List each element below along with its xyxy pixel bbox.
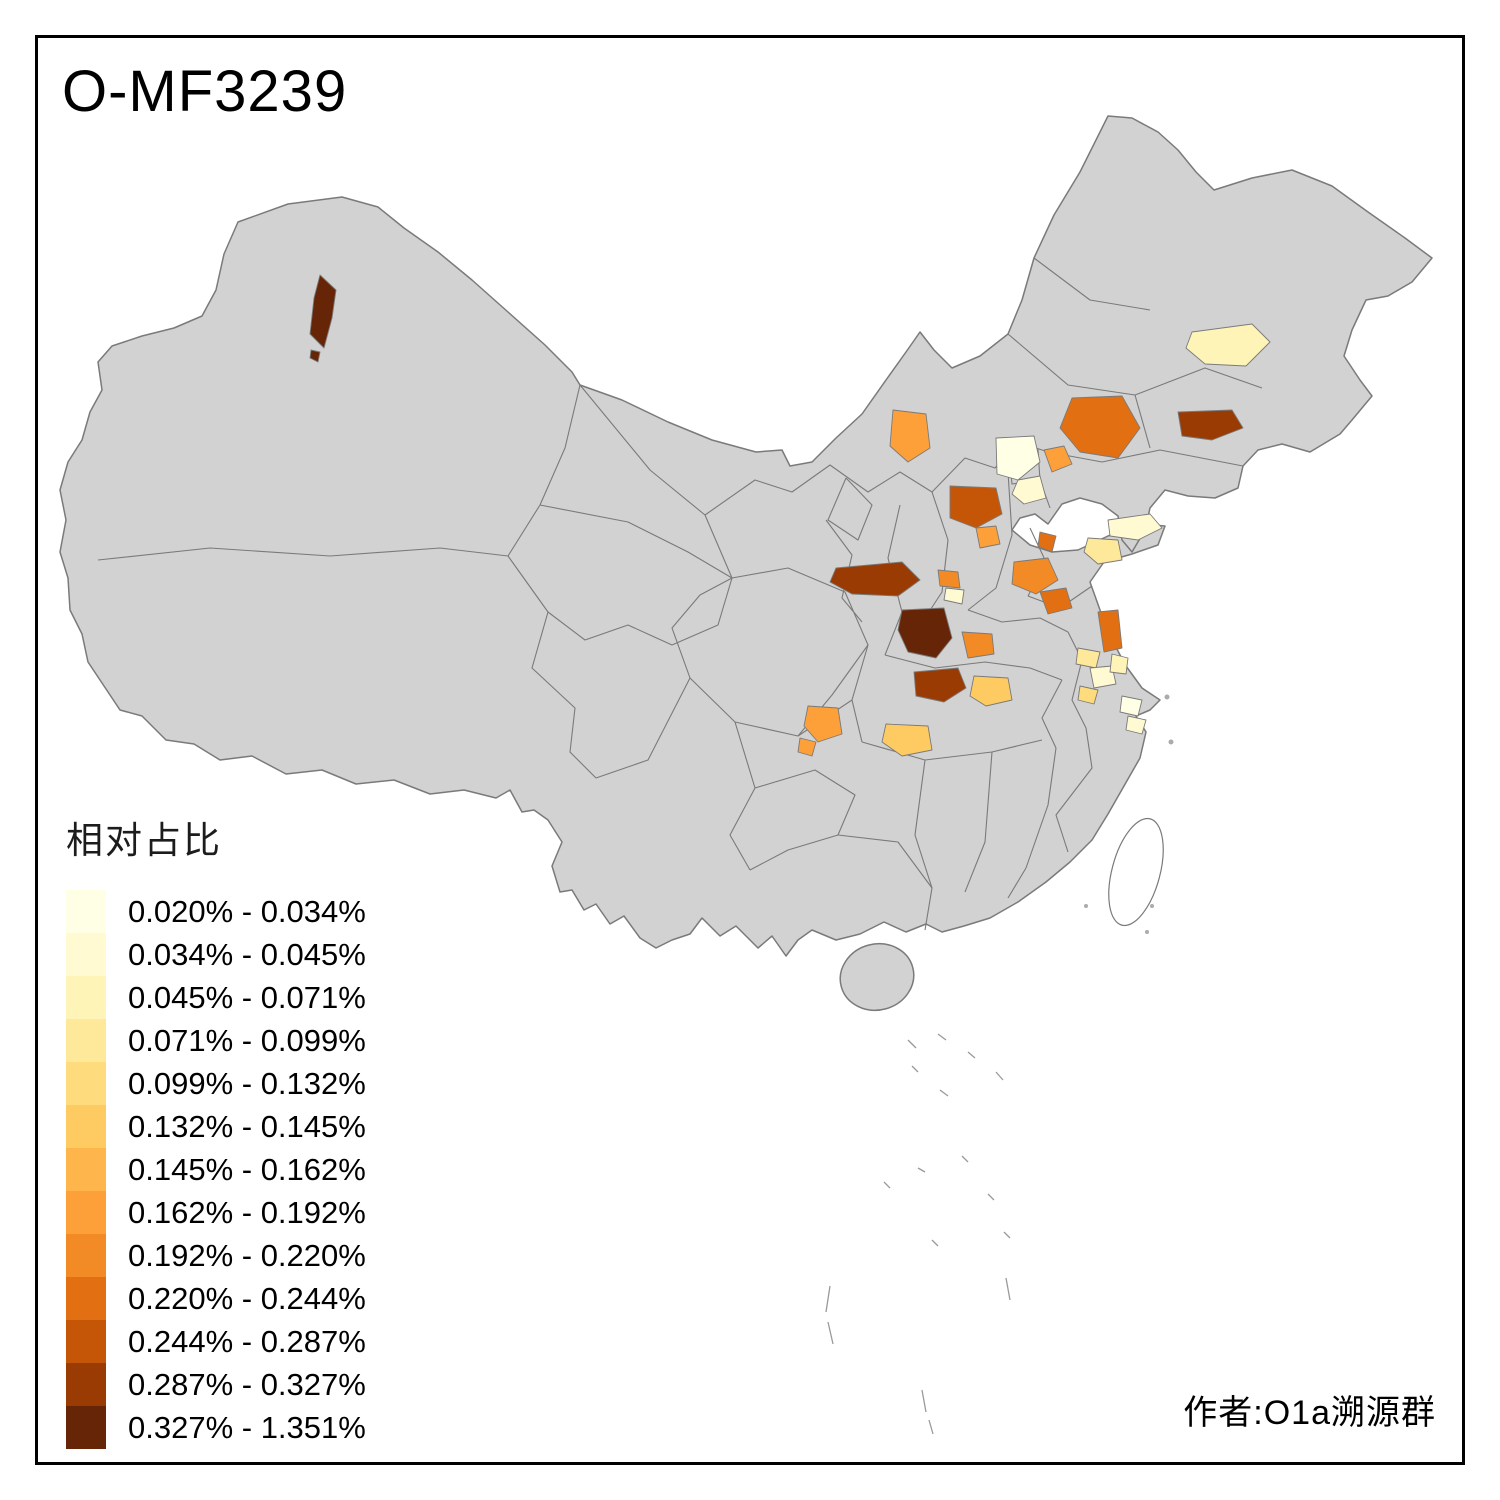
map-region-shanghai-north: [1119, 695, 1143, 717]
legend-swatch: [66, 1191, 106, 1234]
map-region-hebei-northeast: [1043, 445, 1073, 473]
map-region-shanxi-valley: [943, 587, 965, 605]
map-region-shandong-central: [1083, 537, 1123, 565]
legend-row: 0.045% - 0.071%: [66, 976, 366, 1019]
legend-swatch: [66, 890, 106, 933]
legend-row: 0.132% - 0.145%: [66, 1105, 366, 1148]
legend-entries: 0.020% - 0.034% 0.034% - 0.045% 0.045% - 0…: [66, 890, 366, 1449]
map-title: O-MF3239: [62, 59, 348, 124]
map-region-anhui-north: [1077, 685, 1099, 705]
map-region-chongqing-south: [797, 737, 817, 757]
legend-swatch: [66, 1363, 106, 1406]
legend-row: 0.071% - 0.099%: [66, 1019, 366, 1062]
highlight-regions: [309, 274, 1271, 757]
legend-row: 0.220% - 0.244%: [66, 1277, 366, 1320]
map-region-jilin-east: [1177, 409, 1244, 441]
map-region-liaoning-central: [1059, 395, 1141, 459]
map-region-shanxi-central: [949, 485, 1003, 529]
map-region-jiangsu-north: [1097, 609, 1123, 653]
legend-label: 0.145% - 0.162%: [128, 1151, 366, 1187]
legend-label: 0.132% - 0.145%: [128, 1108, 366, 1144]
south-china-sea-islands: [825, 694, 1174, 1435]
map-region-hubei-northwest: [913, 667, 967, 703]
attribution: 作者:O1a溯源群: [1183, 1394, 1436, 1432]
hainan-island: [839, 942, 915, 1012]
map-region-henan-southwest: [961, 631, 995, 659]
map-region-henan-south: [969, 675, 1013, 707]
map-region-zhejiang-north: [1125, 715, 1147, 735]
plot-frame: [35, 35, 1465, 1465]
legend-swatch: [66, 1277, 106, 1320]
map-region-heilongjiang-west: [1185, 323, 1271, 367]
map-region-xinjiang-north-b: [309, 349, 321, 363]
map-region-shandong-peninsula: [1107, 513, 1163, 541]
map-region-shanxi-south: [975, 525, 1001, 549]
legend-swatch: [66, 1105, 106, 1148]
legend-title: 相对占比: [66, 820, 222, 861]
map-region-tianjin-area: [1011, 475, 1047, 505]
legend-row: 0.162% - 0.192%: [66, 1191, 366, 1234]
map-region-hubei-south: [881, 723, 933, 757]
map-region-beijing: [995, 435, 1041, 481]
map-region-henan-north: [1011, 557, 1059, 595]
legend-row: 0.244% - 0.287%: [66, 1320, 366, 1363]
legend-row: 0.327% - 1.351%: [66, 1406, 366, 1449]
legend-label: 0.220% - 0.244%: [128, 1280, 366, 1316]
taiwan-island: [1108, 817, 1164, 927]
map-region-jiangsu-east: [1109, 653, 1129, 675]
legend-swatch: [66, 1406, 106, 1449]
legend-row: 0.287% - 0.327%: [66, 1363, 366, 1406]
legend-row: 0.145% - 0.162%: [66, 1148, 366, 1191]
map-region-shaanxi-central: [829, 561, 921, 597]
legend-swatch: [66, 1019, 106, 1062]
legend: 相对占比 0.020% - 0.034% 0.034% - 0.045% 0.045…: [66, 810, 366, 1449]
map-region-shanxi-southwest: [937, 569, 961, 589]
legend-label: 0.071% - 0.099%: [128, 1022, 366, 1058]
map-region-chongqing-north: [803, 705, 843, 743]
legend-label: 0.162% - 0.192%: [128, 1194, 366, 1230]
map-region-shandong-west: [1037, 531, 1057, 553]
legend-swatch: [66, 933, 106, 976]
legend-swatch: [66, 1320, 106, 1363]
legend-swatch: [66, 1234, 106, 1277]
map-region-jiangsu-central-b: [1089, 665, 1117, 689]
legend-swatch: [66, 1062, 106, 1105]
legend-label: 0.244% - 0.287%: [128, 1323, 366, 1359]
legend-label: 0.099% - 0.132%: [128, 1065, 366, 1101]
province-borders: [97, 257, 1263, 931]
legend-label: 0.192% - 0.220%: [128, 1237, 366, 1273]
map-region-hebei-northwest: [889, 409, 931, 463]
legend-swatch: [66, 1148, 106, 1191]
legend-label: 0.034% - 0.045%: [128, 936, 366, 972]
map-region-xinjiang-north-a: [309, 274, 337, 349]
map-region-henan-east: [1039, 587, 1073, 615]
legend-label: 0.020% - 0.034%: [128, 893, 366, 929]
legend-row: 0.192% - 0.220%: [66, 1234, 366, 1277]
legend-label: 0.327% - 1.351%: [128, 1409, 366, 1445]
legend-row: 0.020% - 0.034%: [66, 890, 366, 933]
legend-swatch: [66, 976, 106, 1019]
legend-row: 0.034% - 0.045%: [66, 933, 366, 976]
legend-row: 0.099% - 0.132%: [66, 1062, 366, 1105]
legend-label: 0.287% - 0.327%: [128, 1366, 366, 1402]
map-region-shaanxi-south: [897, 607, 953, 659]
legend-label: 0.045% - 0.071%: [128, 979, 366, 1015]
